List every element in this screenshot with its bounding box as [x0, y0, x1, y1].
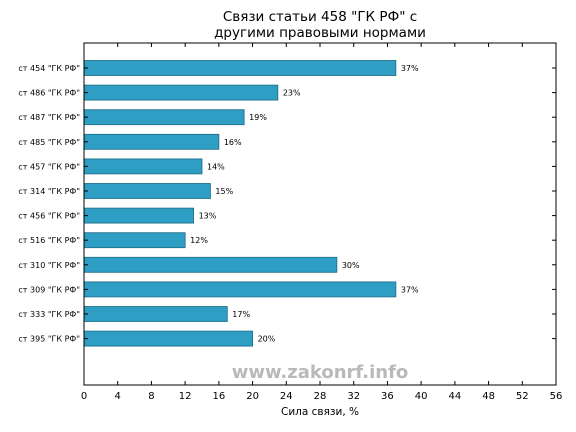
x-tick-label: 44: [448, 391, 461, 402]
x-tick-label: 4: [115, 391, 121, 402]
chart-title-line-1: Связи статьи 458 "ГК РФ" с: [222, 9, 418, 25]
x-tick-label: 32: [347, 391, 360, 402]
x-tick-label: 40: [415, 391, 428, 402]
category-label: ст 487 "ГК РФ": [18, 113, 80, 122]
bar: [83, 306, 228, 322]
bar: [83, 133, 220, 150]
chart-title: Связи статьи 458 "ГК РФ" с другими право…: [84, 9, 556, 41]
category-label: ст 333 "ГК РФ": [18, 310, 80, 319]
bar: [83, 232, 186, 249]
bar-value-label: 30%: [342, 261, 360, 270]
bar-value-label: 15%: [215, 187, 233, 196]
bar-value-label: 17%: [232, 310, 250, 319]
x-tick-label: 48: [482, 391, 495, 402]
x-tick-label: 28: [314, 391, 327, 402]
bar: [83, 158, 203, 175]
x-tick-label: 56: [550, 391, 563, 402]
bar: [83, 60, 397, 76]
ticks-layer: ст 454 "ГК РФ" ст 486 "ГК РФ" ст 487 "ГК Р…: [18, 43, 562, 402]
x-axis-title: Сила связи, %: [281, 406, 359, 418]
category-label: ст 310 "ГК РФ": [18, 261, 80, 270]
category-label: ст 395 "ГК РФ": [18, 335, 80, 344]
bar: [83, 84, 279, 101]
bars-layer: 37% 23% 19% 16% 14% 15% 13% 12% 30% 37% 17% 20%: [83, 60, 419, 347]
x-tick-label: 16: [212, 391, 225, 402]
bar-value-label: 20%: [258, 335, 276, 344]
category-label: ст 314 "ГК РФ": [18, 187, 80, 196]
bar: [83, 281, 397, 298]
bar: [83, 207, 194, 224]
x-tick-label: 12: [179, 391, 192, 402]
bar: [83, 330, 253, 347]
category-label: ст 485 "ГК РФ": [18, 138, 80, 147]
category-label: ст 454 "ГК РФ": [18, 64, 80, 73]
x-tick-label: 36: [381, 391, 394, 402]
category-label: ст 309 "ГК РФ": [18, 285, 80, 294]
bar-value-label: 23%: [283, 89, 301, 98]
bar: [83, 256, 338, 273]
bar-value-label: 13%: [199, 212, 217, 221]
bar-value-label: 14%: [207, 162, 225, 171]
x-tick-label: 8: [148, 391, 154, 402]
category-label: ст 456 "ГК РФ": [18, 212, 80, 221]
watermark: www.zakonrf.info: [232, 362, 409, 383]
bar: [83, 109, 245, 126]
bar: [83, 183, 211, 199]
bar-value-label: 37%: [401, 285, 419, 294]
x-tick-label: 24: [280, 391, 293, 402]
category-label: ст 516 "ГК РФ": [18, 236, 80, 245]
category-label: ст 486 "ГК РФ": [18, 89, 80, 98]
category-label: ст 457 "ГК РФ": [18, 162, 80, 171]
chart-title-line-2: другими правовыми нормами: [214, 25, 426, 41]
bar-value-label: 16%: [224, 138, 242, 147]
bar-value-label: 12%: [190, 236, 208, 245]
bar-value-label: 19%: [249, 113, 267, 122]
x-tick-label: 52: [516, 391, 529, 402]
x-tick-label: 0: [81, 391, 87, 402]
x-tick-label: 20: [246, 391, 259, 402]
bar-value-label: 37%: [401, 64, 419, 73]
